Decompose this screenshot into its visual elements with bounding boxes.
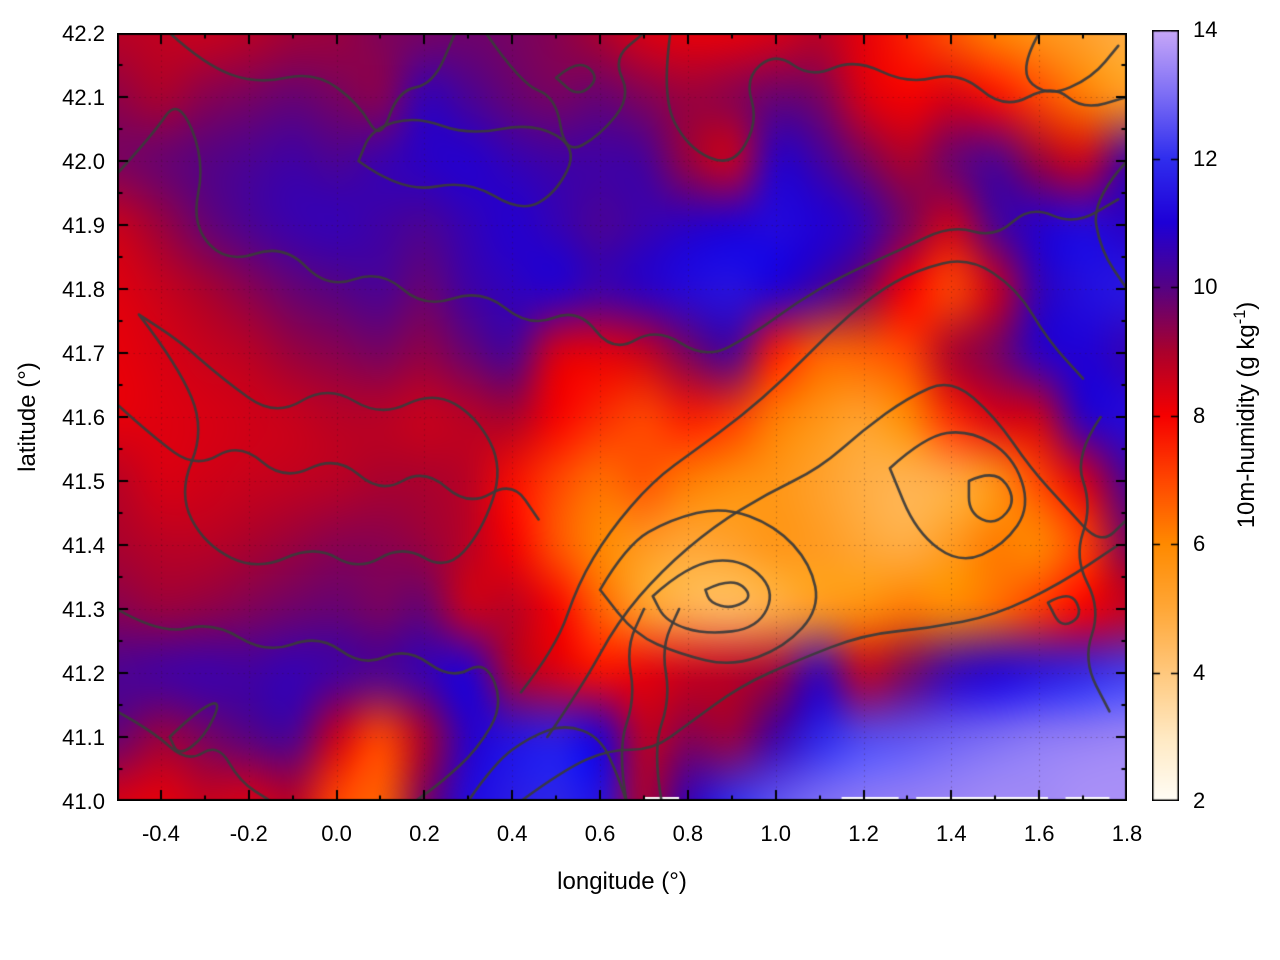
x-axis-label: longitude (°)	[557, 868, 687, 895]
x-tick-label: -0.4	[141, 821, 180, 846]
y-tick-label: 42.1	[62, 85, 105, 110]
colorbar-tick-label: 14	[1193, 17, 1218, 42]
y-tick-label: 42.2	[62, 21, 105, 46]
y-tick-label: 41.5	[62, 469, 105, 494]
colorbar-tick-label: 4	[1193, 659, 1206, 685]
y-tick-label: 41.2	[62, 661, 105, 686]
y-tick-label: 41.0	[62, 789, 105, 814]
y-tick-label: 41.4	[62, 533, 105, 558]
y-tick-label: 41.9	[62, 213, 105, 238]
colorbar-tick-label: 6	[1193, 531, 1206, 556]
colorbar-tick-label: 12	[1193, 145, 1218, 171]
x-tick-label: 0.2	[409, 821, 440, 846]
heatmap-canvas	[117, 33, 1127, 801]
x-tick-label: 0.8	[672, 821, 704, 846]
x-tick-label: 0.4	[496, 821, 528, 846]
colorbar-label-close: )	[1233, 301, 1260, 310]
y-tick-label: 41.6	[62, 405, 105, 430]
y-tick-label: 41.3	[62, 597, 105, 622]
x-tick-label: 0.0	[321, 821, 352, 846]
y-tick-label: 41.7	[62, 341, 105, 366]
x-tick-label: 1.2	[848, 821, 879, 846]
colorbar-tick-label: 8	[1193, 402, 1206, 428]
colorbar-tick-label: 2	[1193, 788, 1206, 813]
colorbar-canvas	[1152, 30, 1179, 801]
y-tick-label: 41.8	[62, 277, 105, 302]
x-tick-label: 1.6	[1023, 821, 1055, 846]
x-tick-label: 1.8	[1111, 821, 1143, 846]
x-tick-label: 0.6	[584, 821, 616, 846]
x-tick-label: 1.0	[760, 821, 791, 846]
x-tick-label: -0.2	[229, 821, 268, 846]
colorbar-tick-label: 10	[1193, 274, 1218, 299]
y-tick-label: 42.0	[62, 149, 105, 174]
colorbar-label-superscript: -1	[1231, 309, 1249, 325]
y-tick-label: 41.1	[62, 725, 105, 750]
x-tick-label: 1.4	[936, 821, 967, 846]
